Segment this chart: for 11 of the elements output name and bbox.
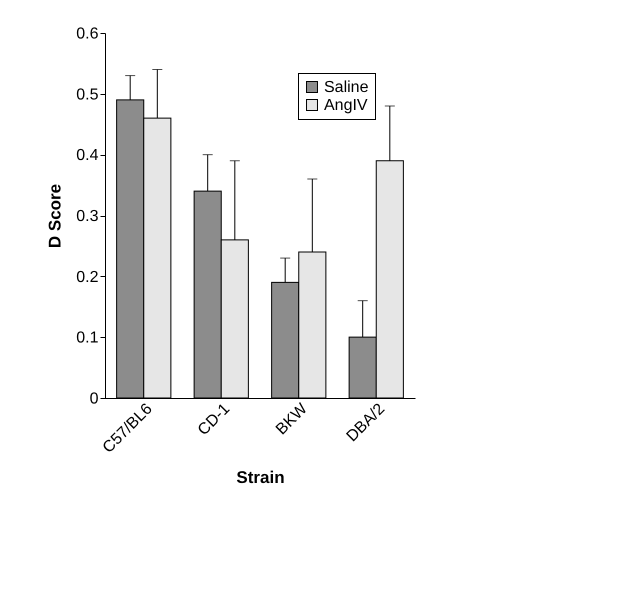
y-axis-title: D Score [45,184,64,248]
y-tick-label: 0.1 [76,330,99,347]
y-tick-label: 0.3 [76,208,99,225]
legend-label: AngIV [324,97,368,114]
x-axis-title: Strain [236,468,285,487]
y-tick-label: 0.6 [76,26,99,42]
y-tick-label: 0.2 [76,268,99,286]
legend-label: Saline [324,79,369,96]
y-tick-label: 0 [90,390,99,408]
y-tick-label: 0.4 [76,147,99,164]
y-tick-label: 0.5 [76,86,99,104]
